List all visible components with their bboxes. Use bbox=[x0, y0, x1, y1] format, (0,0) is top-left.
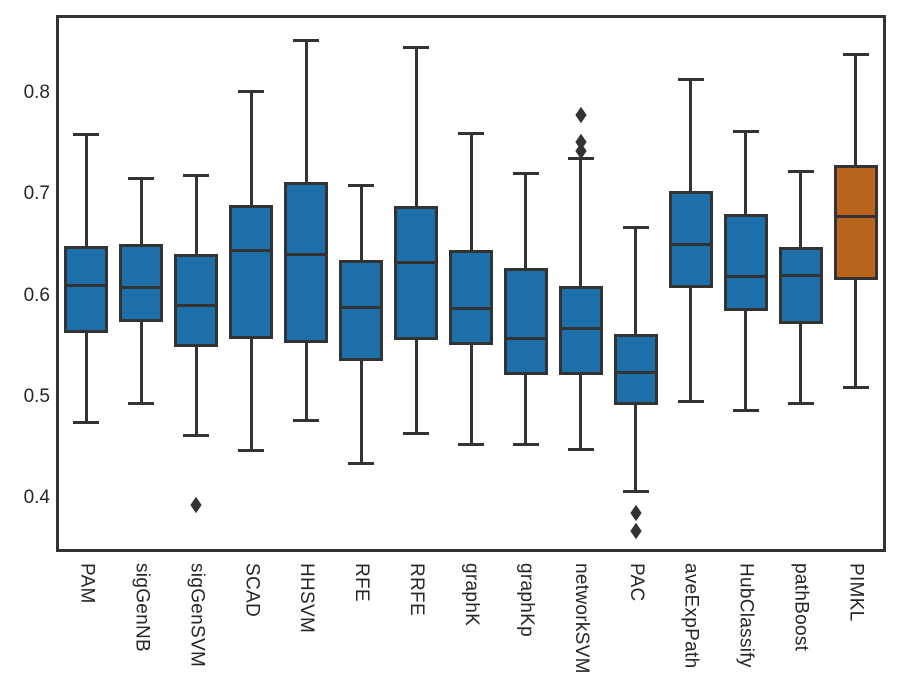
x-tick-label-RRFE: RRFE bbox=[406, 563, 428, 616]
whisker-cap-top-RFE bbox=[348, 183, 375, 187]
box-HHSVM bbox=[284, 182, 329, 344]
x-tick-label-sigGenSVM: sigGenSVM bbox=[186, 563, 208, 668]
box-graphK bbox=[449, 250, 493, 346]
median-line-networkSVM bbox=[558, 326, 603, 330]
x-tick-label-PAC: PAC bbox=[625, 563, 647, 602]
whisker-cap-bottom-PAM bbox=[73, 420, 100, 424]
whisker-cap-top-HubClassify bbox=[732, 129, 759, 133]
box-PAC bbox=[613, 334, 658, 406]
outlier-diamond-sigGenSVM-0 bbox=[190, 497, 202, 514]
x-tick-label-aveExpPath: aveExpPath bbox=[680, 563, 702, 669]
x-tick-label-graphKp: graphKp bbox=[515, 563, 537, 637]
x-tick-label-PIMKL: PIMKL bbox=[845, 563, 867, 622]
median-line-PAC bbox=[613, 371, 658, 375]
median-line-SCAD bbox=[229, 248, 274, 252]
median-line-PAM bbox=[64, 284, 109, 288]
box-PIMKL bbox=[833, 164, 878, 281]
whisker-cap-top-aveExpPath bbox=[677, 78, 704, 82]
whisker-cap-bottom-RRFE bbox=[403, 431, 430, 435]
x-tick-label-graphK: graphK bbox=[461, 563, 482, 627]
whisker-cap-top-PIMKL bbox=[842, 52, 869, 56]
y-axis: 0.8 0.7 0.6 0.5 0.4 bbox=[0, 0, 50, 695]
box-HubClassify bbox=[723, 213, 768, 311]
median-line-graphK bbox=[449, 307, 493, 311]
whisker-cap-top-RRFE bbox=[403, 45, 430, 49]
box-SCAD bbox=[229, 205, 274, 340]
whisker-cap-bottom-SCAD bbox=[238, 449, 265, 453]
median-line-RRFE bbox=[394, 260, 439, 264]
y-tick-label-0.5: 0.5 bbox=[23, 385, 50, 407]
whisker-cap-top-graphK bbox=[458, 132, 484, 136]
whisker-cap-bottom-graphKp bbox=[512, 443, 539, 447]
whisker-cap-top-SCAD bbox=[238, 90, 265, 94]
x-tick-label-RFE: RFE bbox=[351, 563, 373, 602]
median-line-aveExpPath bbox=[668, 243, 713, 247]
whisker-cap-bottom-sigGenSVM bbox=[183, 434, 210, 437]
y-tick-label-0.8: 0.8 bbox=[23, 81, 50, 103]
box-RFE bbox=[339, 260, 384, 361]
outlier-diamond-PAC-0 bbox=[630, 504, 642, 521]
whisker-cap-bottom-aveExpPath bbox=[677, 399, 704, 403]
median-line-pathBoost bbox=[778, 273, 823, 277]
median-line-graphKp bbox=[503, 336, 548, 340]
x-tick-label-networkSVM: networkSVM bbox=[570, 563, 592, 674]
whisker-cap-top-sigGenSVM bbox=[183, 173, 210, 177]
box-graphKp bbox=[503, 268, 548, 375]
outlier-diamond-networkSVM-0 bbox=[575, 107, 587, 124]
y-tick-label-0.6: 0.6 bbox=[23, 284, 50, 306]
x-axis: PAM sigGenNB sigGenSVM SCAD HHSVM RFE RRFE grap… bbox=[59, 563, 883, 688]
median-line-PIMKL bbox=[833, 215, 878, 219]
x-tick-label-pathBoost: pathBoost bbox=[790, 563, 812, 652]
median-line-RFE bbox=[339, 306, 384, 310]
whisker-cap-top-HHSVM bbox=[293, 38, 320, 42]
whisker-cap-bottom-PAC bbox=[622, 489, 649, 493]
median-line-HubClassify bbox=[723, 274, 768, 278]
whisker-cap-bottom-sigGenNB bbox=[128, 401, 155, 405]
box-sigGenNB bbox=[119, 243, 164, 322]
median-line-sigGenSVM bbox=[174, 304, 219, 308]
whisker-cap-bottom-PIMKL bbox=[842, 386, 869, 390]
box-aveExpPath bbox=[668, 191, 713, 288]
median-line-HHSVM bbox=[284, 252, 329, 256]
box-RRFE bbox=[394, 206, 439, 341]
whisker-cap-top-PAC bbox=[622, 226, 649, 230]
whisker-cap-bottom-pathBoost bbox=[787, 401, 814, 405]
plot-area bbox=[56, 15, 886, 552]
x-tick-label-HHSVM: HHSVM bbox=[296, 563, 318, 634]
box-networkSVM bbox=[558, 285, 603, 375]
box-pathBoost bbox=[778, 247, 823, 325]
x-tick-label-SCAD: SCAD bbox=[241, 563, 263, 617]
whisker-cap-top-sigGenNB bbox=[128, 176, 155, 180]
y-tick-label-0.7: 0.7 bbox=[23, 183, 50, 205]
y-tick-label-0.4: 0.4 bbox=[23, 487, 50, 509]
whisker-cap-bottom-graphK bbox=[458, 443, 484, 447]
whisker-cap-bottom-HubClassify bbox=[732, 408, 759, 412]
x-tick-label-PAM: PAM bbox=[76, 563, 98, 604]
median-line-sigGenNB bbox=[119, 286, 164, 290]
box-PAM bbox=[64, 246, 109, 334]
whisker-cap-bottom-HHSVM bbox=[293, 418, 320, 422]
outlier-diamond-PAC-1 bbox=[630, 522, 642, 539]
whisker-cap-top-pathBoost bbox=[787, 169, 814, 173]
box-sigGenSVM bbox=[174, 254, 219, 348]
whisker-cap-bottom-networkSVM bbox=[567, 448, 594, 452]
whisker-cap-bottom-RFE bbox=[348, 462, 375, 466]
whisker-cap-top-graphKp bbox=[512, 171, 539, 175]
whisker-cap-top-PAM bbox=[73, 133, 100, 137]
x-tick-label-HubClassify: HubClassify bbox=[735, 563, 757, 668]
x-tick-label-sigGenNB: sigGenNB bbox=[131, 563, 153, 652]
